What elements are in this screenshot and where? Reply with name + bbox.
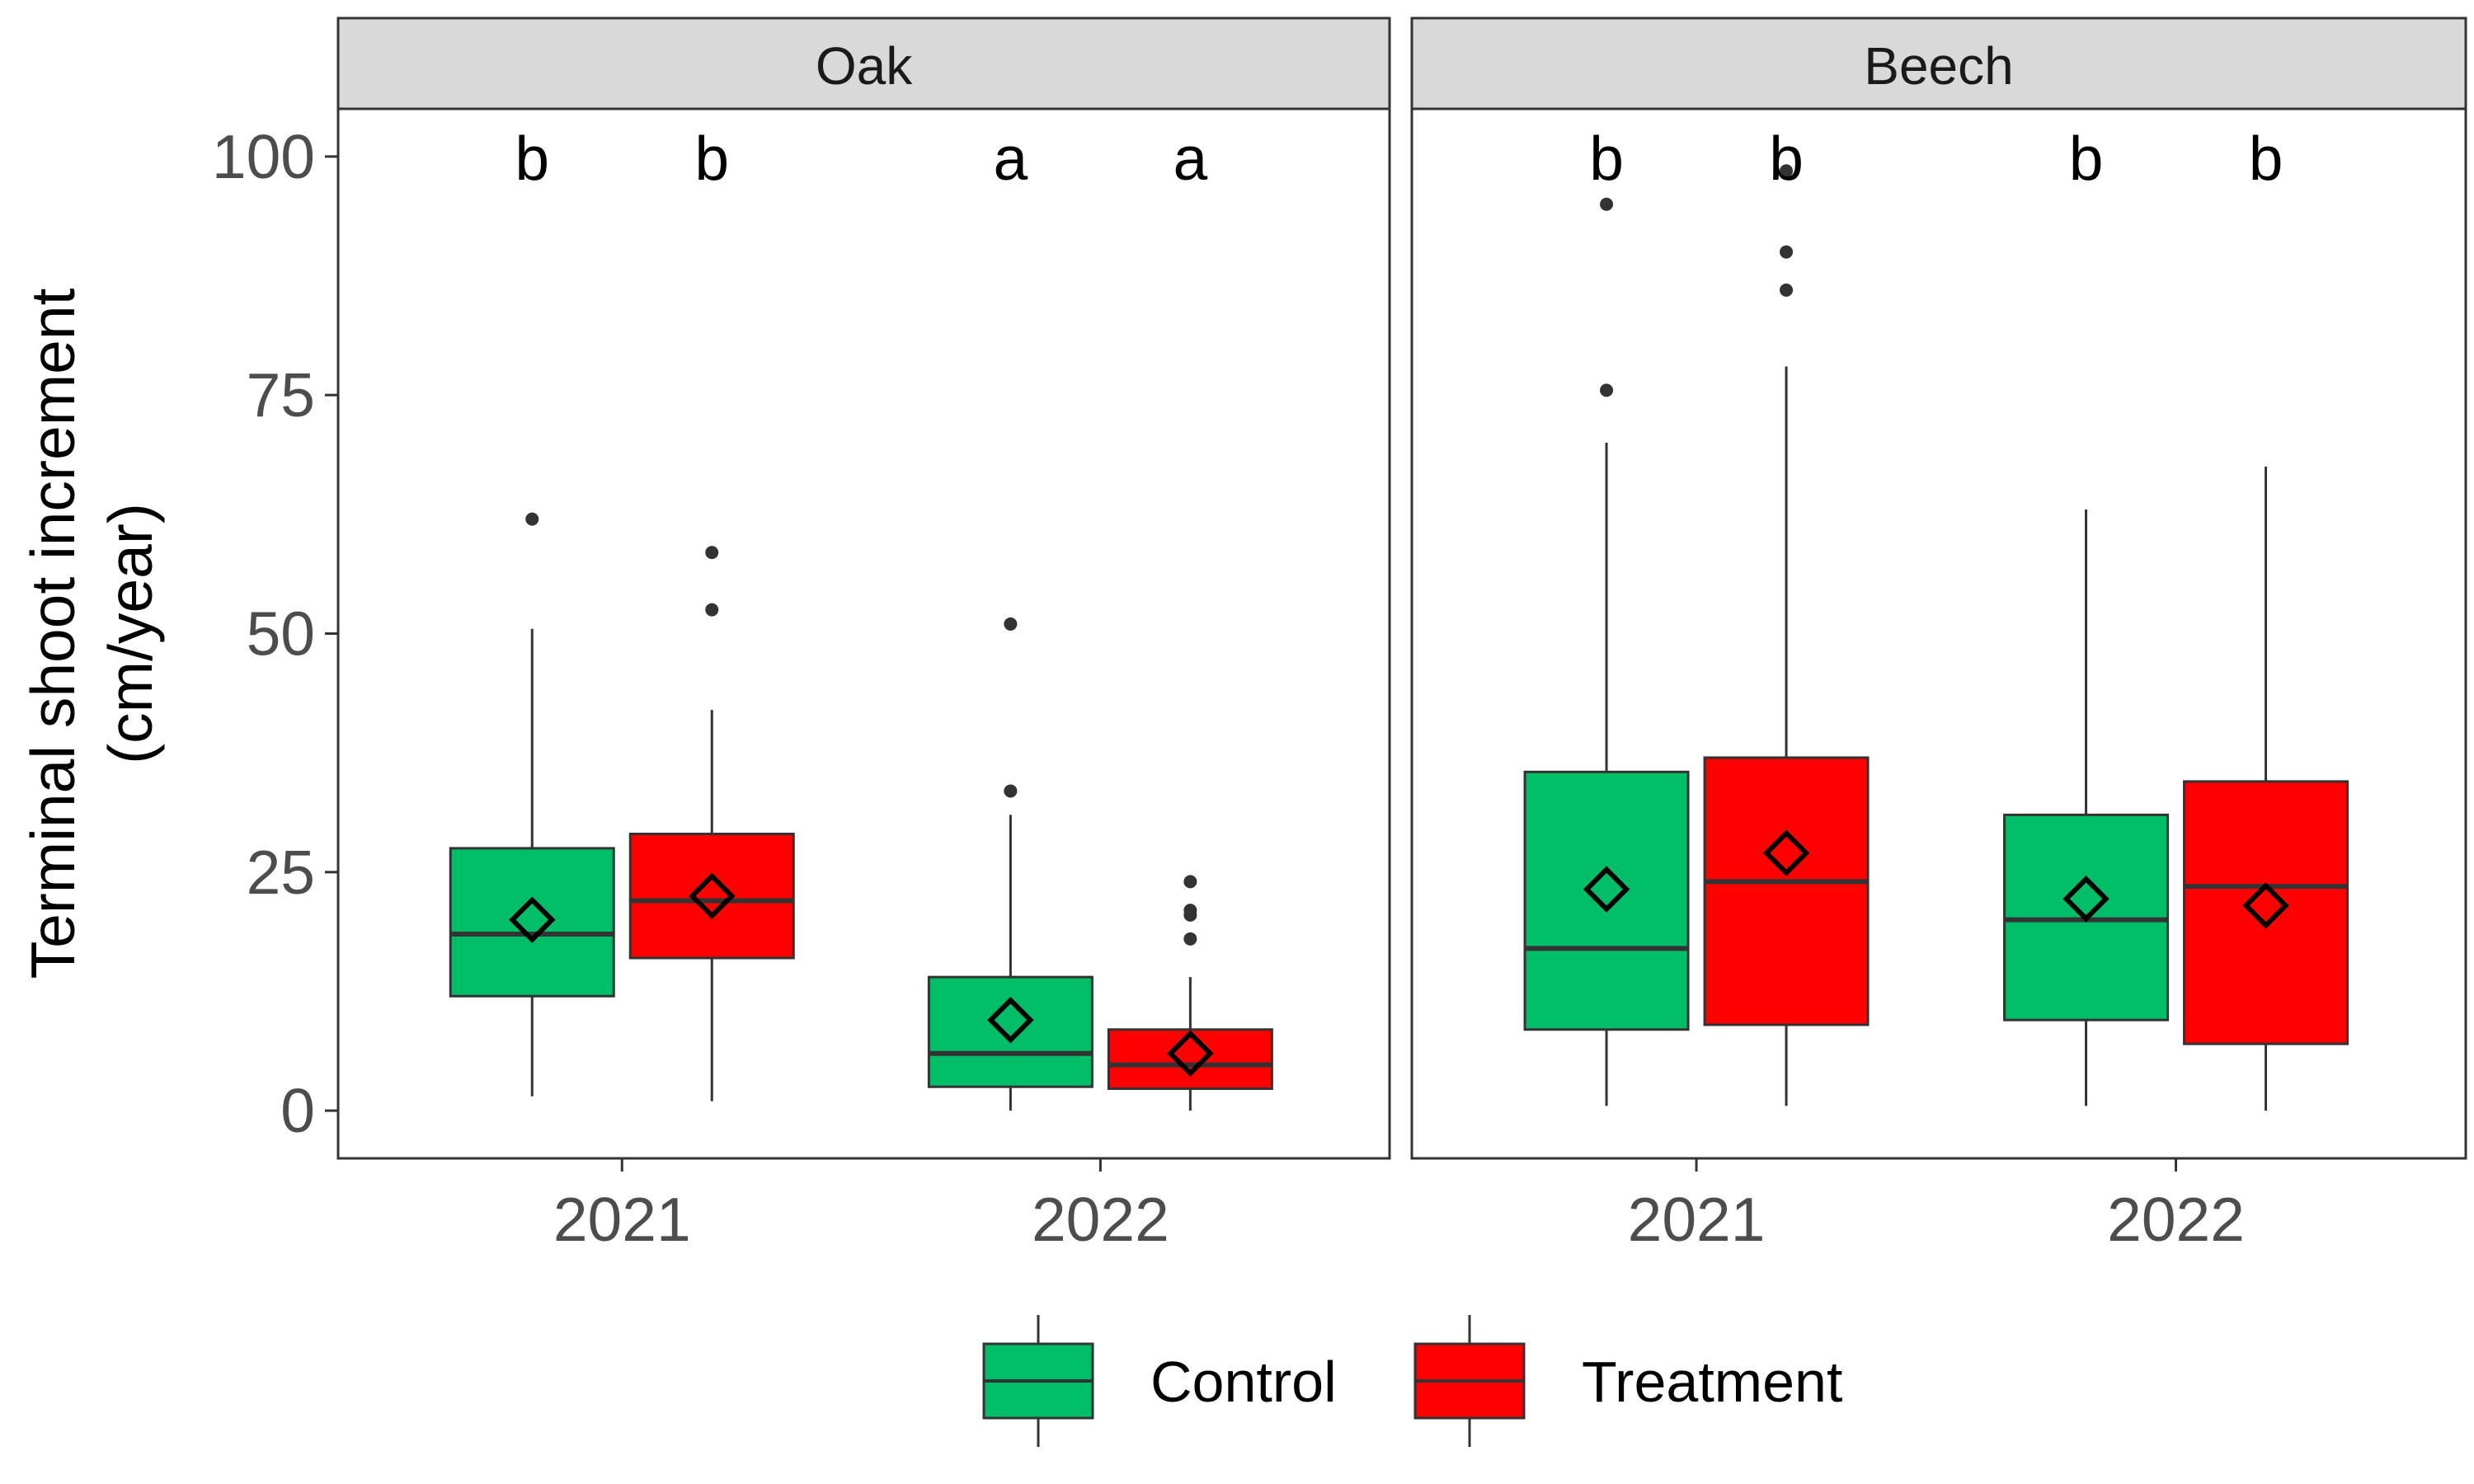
mean-marker <box>2062 875 2109 923</box>
significance-letter: a <box>994 124 1028 193</box>
outlier-point <box>1780 164 1794 178</box>
box-iqr <box>449 847 615 998</box>
mean-marker <box>987 996 1034 1044</box>
significance-letter: b <box>2249 124 2284 193</box>
outlier-point <box>1183 875 1197 889</box>
box-iqr <box>1703 756 1870 1026</box>
box-iqr <box>1523 770 1690 1031</box>
mean-marker <box>1762 829 1810 876</box>
facet-strip-label: Oak <box>816 36 913 96</box>
significance-letter: b <box>2069 124 2104 193</box>
significance-letter: b <box>515 124 549 193</box>
box-iqr <box>1107 1028 1273 1091</box>
outlier-point <box>1004 784 1018 798</box>
box-treatment-2021: b <box>628 124 795 1101</box>
x-tick-label: 2021 <box>553 1185 691 1254</box>
box-control-2021: b <box>449 124 615 1097</box>
outlier-point <box>1600 197 1614 211</box>
legend-label: Control <box>1150 1350 1337 1414</box>
significance-letter: b <box>1769 124 1804 193</box>
outlier-point <box>1183 904 1197 918</box>
legend-entry-treatment: Treatment <box>1413 1315 1842 1447</box>
box-iqr <box>2183 780 2349 1045</box>
x-tick-label: 2022 <box>1032 1185 1169 1254</box>
x-tick-label: 2022 <box>2107 1185 2245 1254</box>
legend: Control Treatment <box>982 1315 1842 1447</box>
mean-marker <box>2242 882 2289 929</box>
y-axis-title-line-2: (cm/year) <box>96 503 165 764</box>
significance-letter: b <box>694 124 729 193</box>
outlier-point <box>1183 932 1197 946</box>
outlier-point <box>1600 383 1614 397</box>
box-iqr <box>628 833 795 960</box>
box-treatment-2022: b <box>2183 124 2349 1111</box>
box-control-2022: b <box>2003 124 2170 1106</box>
facet-strip-label: Beech <box>1864 36 2013 96</box>
legend-entry-control: Control <box>982 1315 1337 1447</box>
outlier-point <box>1004 617 1018 631</box>
outlier-point <box>705 546 719 560</box>
box-treatment-2021: b <box>1703 124 1870 1106</box>
panel-oak: Oak 2021 2022 b b a a <box>336 16 1391 1254</box>
outlier-point <box>1780 283 1794 297</box>
mean-marker <box>509 896 556 943</box>
box-iqr <box>927 975 1094 1088</box>
y-axis-title-line-1: Terminal shoot increment <box>18 288 87 979</box>
y-tick-label: 25 <box>247 838 315 907</box>
outlier-point <box>705 603 719 617</box>
facet-strip <box>1410 16 2467 110</box>
y-tick-label: 75 <box>247 360 315 430</box>
panel-beech: Beech 2021 2022 b b b b <box>1410 16 2467 1254</box>
outlier-point <box>525 512 539 526</box>
y-axis: 0 25 50 75 100 <box>212 122 338 1145</box>
y-tick-label: 0 <box>280 1076 315 1145</box>
mean-marker <box>689 872 736 919</box>
outlier-point <box>1780 245 1794 259</box>
panel-border <box>1410 107 2467 1160</box>
y-tick-label: 100 <box>212 122 315 191</box>
y-tick-label: 50 <box>247 599 315 669</box>
significance-letter: a <box>1174 124 1208 193</box>
significance-letter: b <box>1589 124 1624 193</box>
panel-border <box>336 107 1391 1160</box>
box-control-2021: b <box>1523 124 1690 1106</box>
mean-marker <box>1167 1030 1214 1077</box>
x-tick-label: 2021 <box>1628 1185 1766 1254</box>
legend-label: Treatment <box>1582 1350 1842 1414</box>
mean-marker <box>1583 866 1630 913</box>
panels-layer: Oak 2021 2022 b b a a Beech 2021 2022 b b b b <box>336 16 2467 1254</box>
box-treatment-2022: a <box>1107 124 1273 1111</box>
box-control-2022: a <box>927 124 1094 1111</box>
facet-strip <box>336 16 1391 110</box>
